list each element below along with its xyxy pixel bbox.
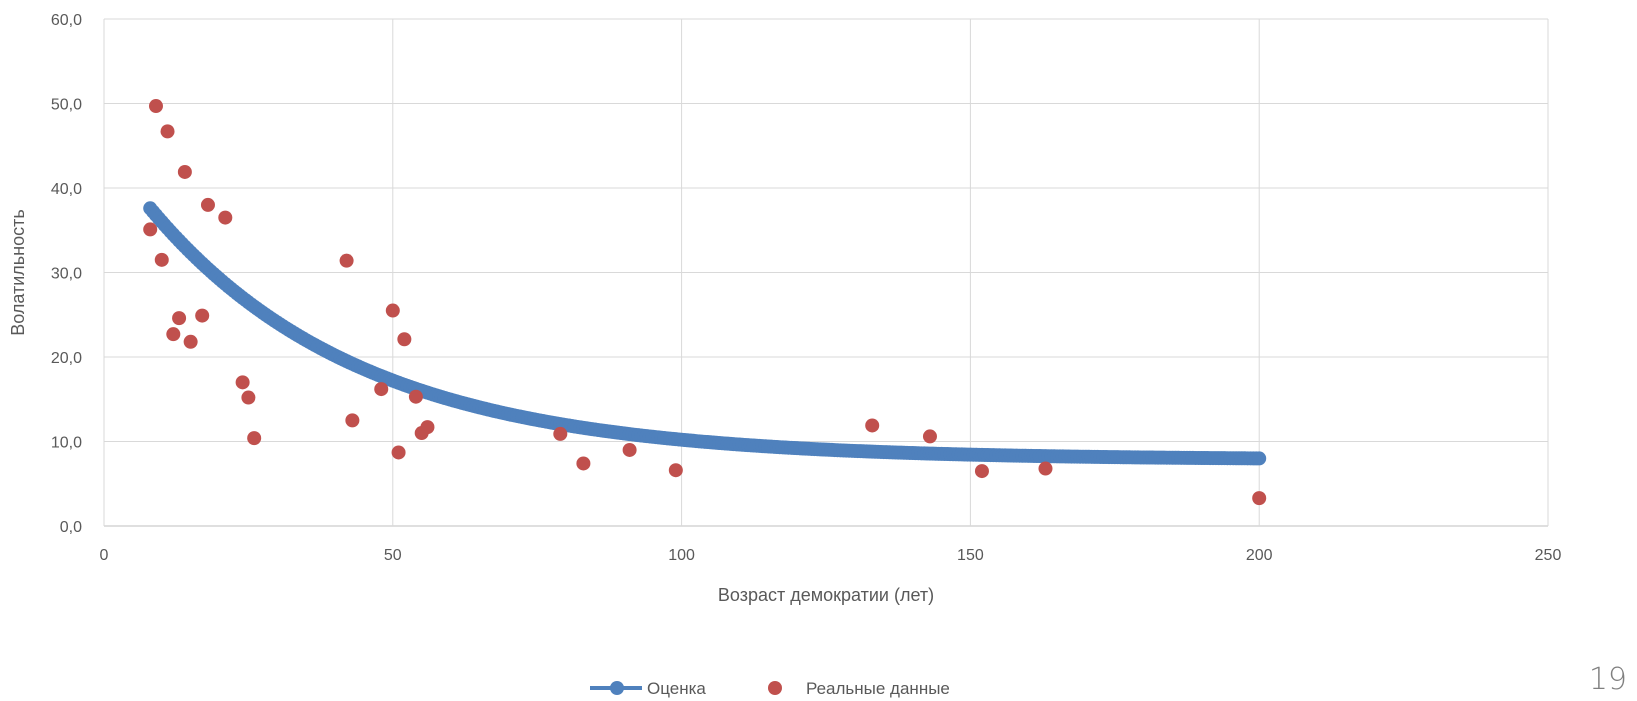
real-data-point xyxy=(385,303,400,318)
real-data-point xyxy=(148,99,163,114)
real-data-point xyxy=(553,426,568,441)
real-data-point xyxy=(241,390,256,405)
real-data-point xyxy=(922,429,937,444)
y-tick-label: 20,0 xyxy=(51,350,82,367)
y-tick-label: 50,0 xyxy=(51,97,82,114)
real-data-point xyxy=(172,311,187,326)
real-data-point xyxy=(195,308,210,323)
real-data-point xyxy=(200,197,215,212)
x-tick-label: 250 xyxy=(1535,547,1562,564)
real-data-point xyxy=(235,375,250,390)
x-tick-label: 0 xyxy=(100,547,109,564)
real-data-point xyxy=(166,327,181,342)
legend-estimate-label: Оценка xyxy=(647,679,706,698)
y-tick-label: 40,0 xyxy=(51,181,82,198)
real-data-point xyxy=(576,456,591,471)
real-data-point xyxy=(374,382,389,397)
legend-real-label: Реальные данные xyxy=(806,679,950,698)
legend: Оценка Реальные данные xyxy=(590,679,950,698)
real-data-point xyxy=(177,164,192,179)
series-real-data xyxy=(143,99,1267,506)
real-data-point xyxy=(143,222,158,237)
y-tick-label: 60,0 xyxy=(51,12,82,29)
real-data-point xyxy=(420,420,435,435)
real-data-point xyxy=(1038,461,1053,476)
x-axis-title: Возраст демократии (лет) xyxy=(718,585,934,605)
series-estimate xyxy=(143,201,1267,466)
y-tick-label: 30,0 xyxy=(51,266,82,283)
real-data-point xyxy=(345,413,360,428)
real-data-point xyxy=(974,464,989,479)
y-tick-label: 0,0 xyxy=(60,519,82,536)
legend-real-marker xyxy=(768,681,782,695)
real-data-point xyxy=(183,334,198,349)
real-data-point xyxy=(218,210,233,225)
real-data-point xyxy=(1252,491,1267,506)
real-data-point xyxy=(622,442,637,457)
real-data-point xyxy=(154,252,169,267)
real-data-point xyxy=(339,253,354,268)
x-tick-label: 50 xyxy=(384,547,402,564)
real-data-point xyxy=(247,431,262,446)
x-tick-label: 100 xyxy=(668,547,695,564)
real-data-point xyxy=(408,389,423,404)
page-number: 19 xyxy=(1588,662,1627,697)
x-axis-tick-labels: 0 50 100 150 200 250 xyxy=(100,547,1562,564)
y-axis-tick-labels: 0,0 10,0 20,0 30,0 40,0 50,0 60,0 xyxy=(51,12,82,536)
estimate-point xyxy=(1252,451,1267,466)
y-tick-label: 10,0 xyxy=(51,435,82,452)
real-data-point xyxy=(668,463,683,478)
x-tick-label: 200 xyxy=(1246,547,1273,564)
real-data-point xyxy=(391,445,406,460)
y-axis-title: Волатильность xyxy=(8,209,28,336)
real-data-point xyxy=(160,124,175,139)
legend-estimate-marker xyxy=(610,681,624,695)
real-data-point xyxy=(865,418,880,433)
real-data-point xyxy=(397,332,412,347)
x-tick-label: 150 xyxy=(957,547,984,564)
